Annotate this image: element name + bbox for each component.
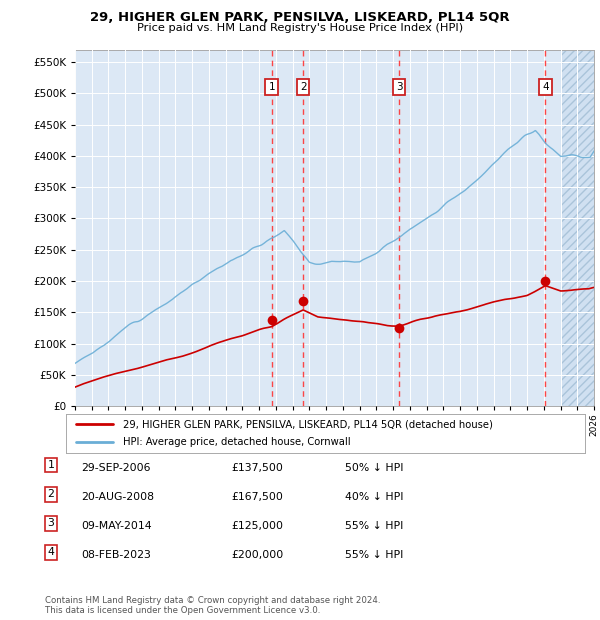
Text: 3: 3 xyxy=(396,82,403,92)
Text: 40% ↓ HPI: 40% ↓ HPI xyxy=(345,492,404,502)
Text: £137,500: £137,500 xyxy=(231,463,283,472)
Text: £167,500: £167,500 xyxy=(231,492,283,502)
Text: 3: 3 xyxy=(47,518,55,528)
Text: 4: 4 xyxy=(542,82,549,92)
Text: 29, HIGHER GLEN PARK, PENSILVA, LISKEARD, PL14 5QR: 29, HIGHER GLEN PARK, PENSILVA, LISKEARD… xyxy=(90,11,510,24)
Text: 1: 1 xyxy=(268,82,275,92)
Text: 29-SEP-2006: 29-SEP-2006 xyxy=(81,463,151,472)
Text: 2: 2 xyxy=(300,82,307,92)
Text: 2: 2 xyxy=(47,489,55,499)
Text: £200,000: £200,000 xyxy=(231,550,283,560)
Text: 50% ↓ HPI: 50% ↓ HPI xyxy=(345,463,404,472)
Bar xyxy=(560,50,600,406)
Text: 55% ↓ HPI: 55% ↓ HPI xyxy=(345,550,403,560)
Text: Price paid vs. HM Land Registry's House Price Index (HPI): Price paid vs. HM Land Registry's House … xyxy=(137,23,463,33)
Text: 55% ↓ HPI: 55% ↓ HPI xyxy=(345,521,403,531)
Text: 08-FEB-2023: 08-FEB-2023 xyxy=(81,550,151,560)
Text: 1: 1 xyxy=(47,460,55,470)
Text: 09-MAY-2014: 09-MAY-2014 xyxy=(81,521,152,531)
Text: Contains HM Land Registry data © Crown copyright and database right 2024.
This d: Contains HM Land Registry data © Crown c… xyxy=(45,596,380,615)
Bar xyxy=(560,50,600,406)
Text: HPI: Average price, detached house, Cornwall: HPI: Average price, detached house, Corn… xyxy=(123,437,351,447)
Text: 29, HIGHER GLEN PARK, PENSILVA, LISKEARD, PL14 5QR (detached house): 29, HIGHER GLEN PARK, PENSILVA, LISKEARD… xyxy=(123,419,493,429)
Text: 20-AUG-2008: 20-AUG-2008 xyxy=(81,492,154,502)
Text: £125,000: £125,000 xyxy=(231,521,283,531)
Text: 4: 4 xyxy=(47,547,55,557)
